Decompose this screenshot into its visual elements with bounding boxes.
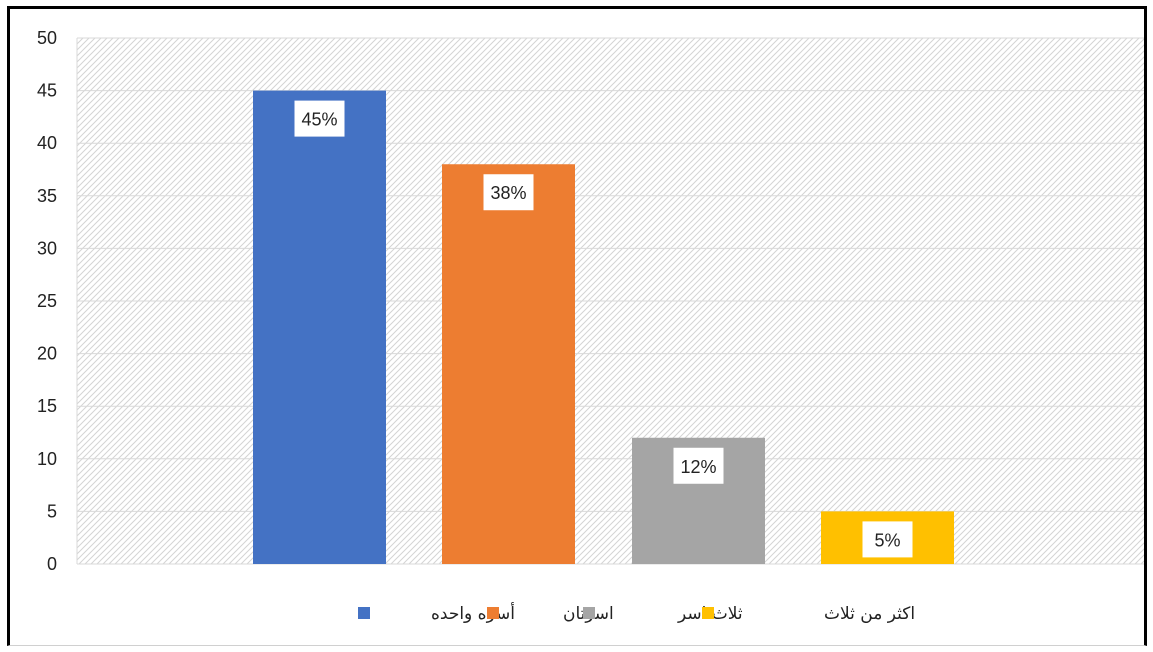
data-label-box — [862, 521, 913, 558]
legend-swatch — [583, 607, 595, 619]
bar — [442, 164, 575, 565]
bar — [253, 90, 386, 564]
data-labels: 45% 38% 12% 5% — [294, 100, 913, 558]
data-label-box — [294, 100, 345, 137]
legend-swatch — [702, 607, 714, 619]
data-label: 5% — [874, 530, 900, 550]
y-tick-label: 25 — [37, 291, 57, 311]
legend-label: أسره واحده — [431, 602, 515, 624]
y-axis-ticks: 0 5 10 15 20 25 30 35 40 45 50 — [37, 28, 57, 574]
bar-chart: 0 5 10 15 20 25 30 35 40 45 50 45% 38% 12% 5% أسره وا… — [37, 28, 1144, 624]
y-tick-label: 35 — [37, 186, 57, 206]
data-label: 45% — [301, 110, 337, 130]
y-tick-label: 50 — [37, 28, 57, 48]
data-label: 38% — [490, 183, 526, 203]
y-tick-label: 45 — [37, 81, 57, 101]
legend-label: اكثر من ثلاث — [824, 604, 915, 624]
data-label: 12% — [680, 457, 716, 477]
legend-swatch — [487, 607, 499, 619]
y-tick-label: 30 — [37, 238, 57, 258]
y-tick-label: 0 — [47, 554, 57, 574]
data-label-box — [483, 174, 534, 211]
bars — [253, 90, 954, 565]
y-tick-label: 10 — [37, 449, 57, 469]
y-tick-label: 40 — [37, 133, 57, 153]
y-tick-label: 20 — [37, 344, 57, 364]
data-label-box — [673, 447, 724, 484]
chart-frame: 0 5 10 15 20 25 30 35 40 45 50 45% 38% 12% 5% أسره وا… — [7, 6, 1147, 646]
y-tick-label: 5 — [47, 501, 57, 521]
y-tick-label: 15 — [37, 396, 57, 416]
legend-swatch — [358, 607, 370, 619]
